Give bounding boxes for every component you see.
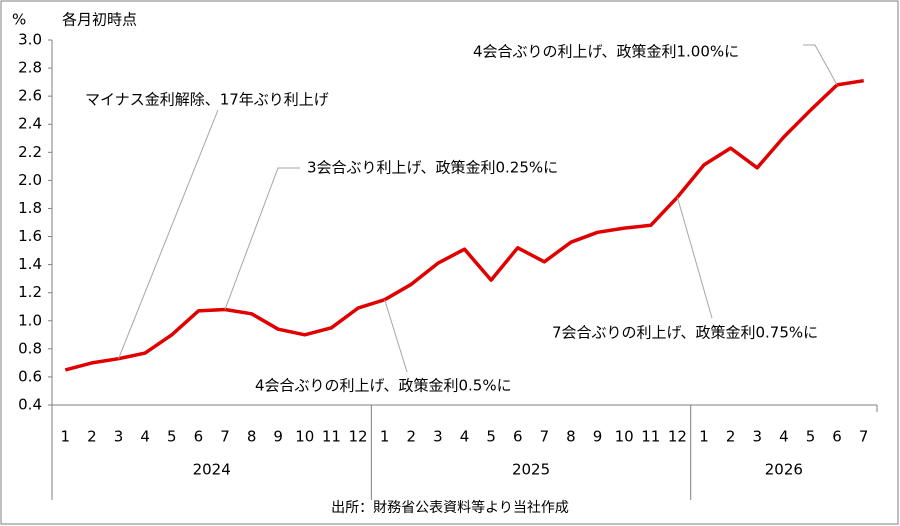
x-tick-label: 12 <box>349 428 368 446</box>
y-tick-label: 0.4 <box>18 396 42 414</box>
annotation: 4会合ぶりの利上げ、政策金利1.00%に <box>473 43 739 61</box>
x-tick-label: 6 <box>513 428 523 446</box>
x-tick-label: 4 <box>460 428 470 446</box>
x-tick-label: 5 <box>167 428 177 446</box>
x-tick-label: 1 <box>61 428 71 446</box>
x-tick-label: 6 <box>194 428 204 446</box>
group-label: 2026 <box>765 461 803 479</box>
x-tick-label: 7 <box>220 428 230 446</box>
y-tick-label: 1.6 <box>18 227 42 245</box>
x-tick-label: 3 <box>433 428 443 446</box>
y-tick-label: 3.0 <box>18 31 42 49</box>
group-label: 2024 <box>193 461 231 479</box>
y-tick-label: 1.4 <box>18 255 42 273</box>
x-tick-label: 2 <box>407 428 417 446</box>
x-tick-label: 9 <box>273 428 283 446</box>
annotation: マイナス金利解除、17年ぶり利上げ <box>85 91 329 109</box>
x-tick-label: 11 <box>641 428 660 446</box>
x-tick-label: 8 <box>247 428 257 446</box>
annotation-leader <box>384 299 408 373</box>
x-tick-label: 3 <box>752 428 762 446</box>
y-tick-label: 2.6 <box>18 87 42 105</box>
y-unit: % <box>12 11 26 29</box>
y-tick-label: 2.0 <box>18 171 42 189</box>
x-tick-label: 7 <box>859 428 869 446</box>
annotation-leader <box>803 44 838 86</box>
x-tick-label: 1 <box>380 428 390 446</box>
x-tick-label: 5 <box>806 428 816 446</box>
y-tick-label: 2.2 <box>18 143 42 161</box>
y-tick-label: 0.6 <box>18 367 42 385</box>
x-tick-label: 9 <box>593 428 603 446</box>
x-tick-label: 5 <box>486 428 496 446</box>
y-tick-label: 0.8 <box>18 339 42 357</box>
x-tick-label: 8 <box>566 428 576 446</box>
x-tick-label: 3 <box>114 428 124 446</box>
source: 出所：財務省公表資料等より当社作成 <box>331 499 569 516</box>
y-tick-label: 2.8 <box>18 59 42 77</box>
annotation-leader <box>224 167 300 310</box>
x-tick-label: 10 <box>615 428 634 446</box>
x-tick-label: 1 <box>699 428 709 446</box>
y-tick-label: 1.0 <box>18 311 42 329</box>
annotation: 3会合ぶり利上げ、政策金利0.25%に <box>307 159 558 177</box>
x-tick-label: 2 <box>726 428 736 446</box>
y-tick-label: 2.4 <box>18 115 42 133</box>
x-tick-label: 12 <box>668 428 687 446</box>
annotation: 7会合ぶりの利上げ、政策金利0.75%に <box>552 324 818 342</box>
note: 各月初時点 <box>62 11 137 29</box>
y-tick-label: 1.8 <box>18 199 42 217</box>
x-tick-label: 4 <box>779 428 789 446</box>
annotation: 4会合ぶりの利上げ、政策金利0.5%に <box>255 377 512 395</box>
data-line <box>64 78 864 372</box>
x-tick-label: 4 <box>140 428 150 446</box>
y-tick-label: 1.2 <box>18 283 42 301</box>
x-tick-label: 7 <box>540 428 550 446</box>
x-tick-label: 10 <box>295 428 314 446</box>
x-tick-label: 2 <box>87 428 97 446</box>
group-label: 2025 <box>512 461 550 479</box>
annotation-leader <box>118 109 219 359</box>
annotation-leader <box>676 197 713 319</box>
x-tick-label: 6 <box>832 428 842 446</box>
x-tick-label: 11 <box>322 428 341 446</box>
